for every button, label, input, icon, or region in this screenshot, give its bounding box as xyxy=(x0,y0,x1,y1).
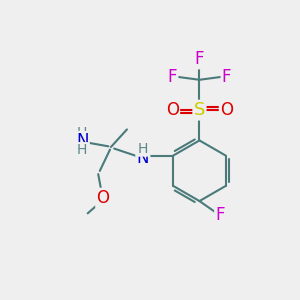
Text: F: F xyxy=(195,50,204,68)
Text: H: H xyxy=(138,142,148,156)
Text: H: H xyxy=(77,126,87,140)
Text: F: F xyxy=(168,68,177,85)
Text: O: O xyxy=(97,189,110,207)
Text: F: F xyxy=(215,206,225,224)
Text: O: O xyxy=(166,101,179,119)
Text: S: S xyxy=(194,101,205,119)
Text: N: N xyxy=(136,149,149,167)
Text: H: H xyxy=(77,143,87,157)
Text: O: O xyxy=(220,101,233,119)
Text: F: F xyxy=(222,68,231,85)
Text: N: N xyxy=(76,132,88,150)
